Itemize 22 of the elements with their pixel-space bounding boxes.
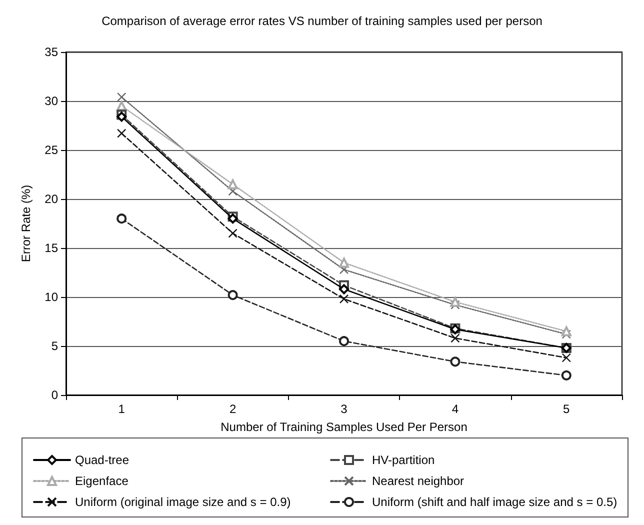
legend-label: Uniform (shift and half image size and s = 0.5)	[372, 495, 618, 509]
legend-label: HV-partition	[372, 453, 435, 467]
y-tick-label: 5	[51, 339, 58, 353]
x-tick-label: 2	[229, 402, 236, 416]
legend-label: Nearest neighbor	[372, 474, 464, 488]
y-tick-label: 35	[44, 45, 58, 59]
y-tick-label: 0	[51, 388, 58, 402]
legend-label: Uniform (original image size and s = 0.9)	[75, 495, 291, 509]
x-tick-label: 1	[118, 402, 126, 416]
y-axis-title: Error Rate (%)	[19, 184, 33, 262]
y-tick-label: 30	[44, 94, 58, 108]
y-tick-label: 15	[44, 241, 58, 255]
x-tick-label: 5	[563, 402, 570, 416]
y-tick-label: 10	[44, 290, 58, 304]
x-axis-title: Number of Training Samples Used Per Person	[220, 420, 468, 434]
y-tick-label: 25	[44, 143, 58, 157]
x-tick-label: 4	[452, 402, 459, 416]
chart-title: Comparison of average error rates VS number of training samples used per person	[102, 14, 542, 28]
y-tick-label: 20	[44, 192, 58, 206]
legend-label: Eigenface	[75, 474, 129, 488]
x-tick-label: 3	[340, 402, 348, 416]
legend-label: Quad-tree	[75, 453, 130, 467]
